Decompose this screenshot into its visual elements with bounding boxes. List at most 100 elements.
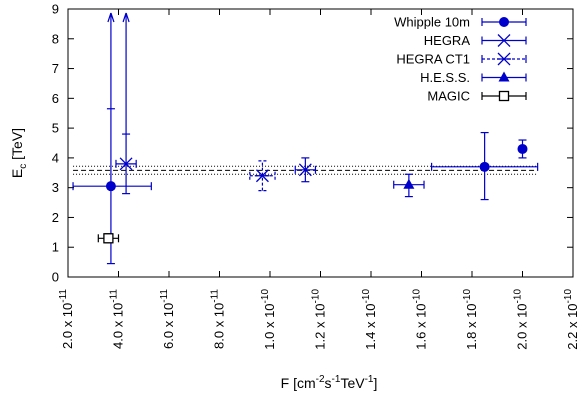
x-tick-exponent: -10 <box>260 289 271 304</box>
y-tick-label: 7 <box>52 61 59 76</box>
upper-limit-arrowhead <box>110 12 115 23</box>
x-tick-mantissa: 6.0 x 10 <box>161 303 176 349</box>
x-tick-mantissa: 1.8 x 10 <box>464 303 479 349</box>
y-axis-title-unit: [TeV] <box>9 128 25 164</box>
marker-shape <box>517 143 528 154</box>
legend-marker <box>499 17 509 27</box>
y-tick-label: 5 <box>52 121 59 136</box>
legend-marker <box>498 90 510 102</box>
legend-item: HEGRA <box>424 33 527 48</box>
data-point <box>249 160 276 192</box>
point-marker <box>255 169 270 183</box>
y-axis-title-subscript: c <box>18 164 29 169</box>
data-point <box>431 131 539 201</box>
y-tick-label: 1 <box>52 240 59 255</box>
x-tick-label: 1.2 x 10-10 <box>311 289 328 350</box>
marker-shape <box>498 90 510 102</box>
x-tick-label: 2.2 x 10-10 <box>563 289 580 350</box>
y-tick-label: 8 <box>52 31 59 46</box>
upper-limit-arrowhead <box>107 12 112 23</box>
legend-marker <box>498 71 510 82</box>
x-tick-label: 8.0 x 10-11 <box>210 289 227 349</box>
x-tick-label: 1.6 x 10-10 <box>412 289 429 350</box>
marker-shape <box>497 34 511 47</box>
point-marker <box>105 181 116 192</box>
y-tick-label: 4 <box>52 150 59 165</box>
x-axis-title-part: F [cm <box>281 375 316 391</box>
x-axis-title-part: TeV <box>340 375 365 391</box>
data-points <box>72 12 539 265</box>
x-tick-mantissa: 2.0 x 10 <box>515 303 530 349</box>
plot-area-frame <box>67 8 574 278</box>
x-tick-label: 4.0 x 10-11 <box>109 289 126 349</box>
legend-label: HEGRA <box>424 33 471 48</box>
x-tick-mantissa: 8.0 x 10 <box>212 303 227 349</box>
legend-item: HEGRA CT1 <box>396 52 527 67</box>
point-marker <box>119 157 133 171</box>
x-tick-exponent: -10 <box>361 289 372 304</box>
y-tick-label: 2 <box>52 210 59 225</box>
point-marker <box>517 143 528 154</box>
point-marker <box>103 233 114 244</box>
x-tick-label: 6.0 x 10-11 <box>159 289 176 349</box>
legend-label: H.E.S.S. <box>420 70 470 85</box>
x-tick-mantissa: 2.0 x 10 <box>60 303 75 349</box>
marker-shape <box>403 178 415 189</box>
x-tick-mantissa: 4.0 x 10 <box>111 303 126 349</box>
upper-limit-arrowhead <box>125 12 130 23</box>
marker-shape <box>479 161 490 172</box>
marker-shape <box>105 181 116 192</box>
x-tick-label: 1.4 x 10-10 <box>361 289 378 350</box>
legend-label: MAGIC <box>427 89 470 104</box>
legend-item: MAGIC <box>427 89 527 104</box>
marker-shape <box>103 233 114 244</box>
data-point <box>517 139 528 159</box>
x-tick-exponent: -10 <box>513 289 524 304</box>
x-tick-exponent: -11 <box>210 289 221 303</box>
x-tick-exponent: -10 <box>412 289 423 304</box>
y-tick-label: 3 <box>52 180 59 195</box>
marker-shape <box>498 71 510 82</box>
legend-marker <box>497 52 511 66</box>
point-marker <box>298 163 312 177</box>
y-axis-title-main: E <box>9 169 25 178</box>
x-tick-mantissa: 1.0 x 10 <box>262 303 277 349</box>
x-tick-exponent: -10 <box>311 289 322 304</box>
x-tick-exponent: -10 <box>462 289 473 304</box>
y-axis-title: Ec [TeV] <box>9 128 29 178</box>
upper-limit-arrowhead <box>122 12 127 23</box>
marker-shape <box>119 157 133 171</box>
x-tick-mantissa: 1.4 x 10 <box>363 303 378 349</box>
data-point <box>294 157 317 183</box>
x-tick-exponent: -11 <box>109 289 120 303</box>
x-tick-mantissa: 1.2 x 10 <box>313 303 328 349</box>
y-tick-label: 0 <box>52 270 59 285</box>
y-tick-label: 9 <box>52 2 59 17</box>
point-marker <box>403 178 415 189</box>
x-tick-label: 1.0 x 10-10 <box>260 289 277 350</box>
x-tick-label: 2.0 x 10-11 <box>58 289 75 349</box>
x-tick-exponent: -10 <box>563 289 574 304</box>
data-point <box>393 173 425 198</box>
point-marker <box>479 161 490 172</box>
data-point <box>115 12 137 195</box>
x-tick-exponent: -11 <box>58 289 69 303</box>
legend-label: Whipple 10m <box>394 15 470 30</box>
data-point <box>97 233 120 244</box>
legend-item: Whipple 10m <box>394 15 527 30</box>
x-tick-mantissa: 1.6 x 10 <box>414 303 429 349</box>
y-tick-label: 6 <box>52 91 59 106</box>
legend-label: HEGRA CT1 <box>396 52 470 67</box>
x-axis-title-sup: -1 <box>332 374 341 385</box>
legend-marker <box>497 34 511 47</box>
x-axis-title-sup: -1 <box>365 374 374 385</box>
x-tick-mantissa: 2.2 x 10 <box>565 303 580 349</box>
legend: Whipple 10m HEGRA HEGRA CT1 H.E.S.S. MAGIC <box>394 15 527 104</box>
x-tick-label: 2.0 x 10-10 <box>513 289 530 350</box>
x-axis-title-part: s <box>325 375 332 391</box>
data-point <box>72 12 152 265</box>
x-tick-exponent: -11 <box>159 289 170 303</box>
x-axis-title: F [cm-2s-1TeV-1] <box>281 374 378 391</box>
